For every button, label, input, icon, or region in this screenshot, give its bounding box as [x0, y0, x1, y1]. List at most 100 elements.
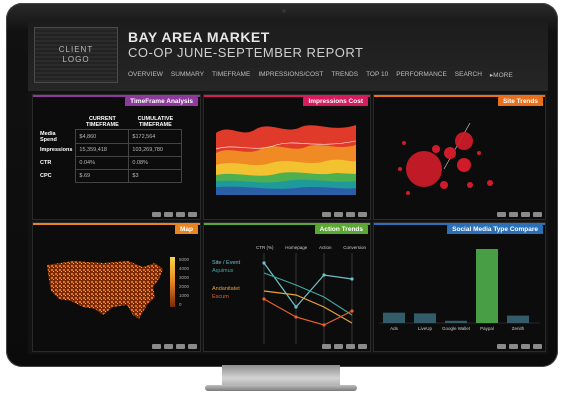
- view-toggle-button[interactable]: [497, 344, 506, 349]
- panel-title: Action Trends: [314, 225, 368, 234]
- chart-toggle-button[interactable]: [164, 212, 173, 217]
- scale-tick: 3000: [179, 275, 190, 280]
- view-toggle-button[interactable]: [322, 212, 331, 217]
- chart-toggle-button[interactable]: [509, 212, 518, 217]
- series-label: Andanitatet: [212, 286, 240, 292]
- panel-accent: [204, 95, 370, 97]
- col-header-cumulative: CUMULATIVE TIMEFRAME: [137, 116, 174, 128]
- view-toggle-button[interactable]: [152, 344, 161, 349]
- list-toggle-button[interactable]: [533, 212, 542, 217]
- cell-cumulative: 0.08%: [128, 156, 183, 170]
- panel-controls: [319, 344, 367, 349]
- view-toggle-button[interactable]: [497, 212, 506, 217]
- scale-tick: 1000: [179, 293, 190, 298]
- bar-ads[interactable]: [383, 312, 405, 323]
- main-nav: OVERVIEW SUMMARY TIMEFRAME IMPRESSIONS/C…: [128, 71, 521, 79]
- bar-zenith[interactable]: [507, 315, 529, 323]
- panel-controls: [149, 212, 197, 217]
- panel-title: TimeFrame Analysis: [125, 97, 198, 106]
- bubble: [444, 147, 456, 159]
- view-toggle-button[interactable]: [322, 344, 331, 349]
- cell-current: $4,860: [75, 129, 130, 144]
- bubble: [398, 167, 402, 171]
- panel-title: Social Media Type Compare: [447, 225, 543, 234]
- bar-label: Ads: [390, 326, 399, 331]
- bubble-chart: [398, 122, 493, 195]
- impressions-cost-panel: Impressions Cost: [203, 94, 371, 220]
- timeframe-panel: TimeFrame Analysis CURRENT TIMEFRAME CUM…: [32, 94, 201, 220]
- nav-trends[interactable]: TRENDS: [331, 71, 359, 78]
- list-toggle-button[interactable]: [188, 212, 197, 217]
- social-bar-chart: Ads LiveUp Google Wallet Paypal Zenith: [379, 249, 540, 331]
- map-panel: Map 5000 4000 3000 2000 1000 0: [32, 222, 201, 352]
- grid-toggle-button[interactable]: [521, 344, 530, 349]
- cell-cumulative: $172,564: [128, 129, 183, 144]
- webcam: [282, 9, 286, 13]
- series-label: Aquimus: [212, 268, 234, 274]
- bubble: [402, 141, 406, 145]
- nav-summary[interactable]: SUMMARY: [170, 71, 205, 78]
- row-label: Media Spend: [40, 130, 57, 143]
- chart-toggle-button[interactable]: [334, 344, 343, 349]
- trend-point: [262, 297, 266, 301]
- cell-cumulative: $3: [128, 169, 183, 183]
- column-header: Homepage: [285, 245, 308, 250]
- chart-toggle-button[interactable]: [164, 344, 173, 349]
- bubble: [432, 145, 440, 153]
- cell-current: 15,359,418: [75, 143, 130, 157]
- report-header: CLIENT LOGO BAY AREA MARKET CO-OP JUNE-S…: [28, 21, 548, 91]
- table-row: CTR 0.04% 0.08%: [37, 156, 183, 170]
- client-logo[interactable]: CLIENT LOGO: [34, 27, 118, 83]
- grid-toggle-button[interactable]: [346, 344, 355, 349]
- col-header-current: CURRENT TIMEFRAME: [86, 116, 119, 128]
- bar-label: LiveUp: [418, 326, 433, 331]
- bar-google-wallet[interactable]: [445, 320, 467, 323]
- table-row: CPC $.69 $3: [37, 169, 183, 183]
- list-toggle-button[interactable]: [358, 212, 367, 217]
- parallel-coordinates-chart: [262, 253, 354, 344]
- scale-tick: 2000: [179, 284, 190, 289]
- trend-line-escum: [263, 298, 353, 326]
- trend-point: [294, 315, 298, 319]
- series-label: Escum: [212, 294, 229, 300]
- action-trends-panel: Action Trends CTR (%) Homepage Action Co…: [203, 222, 371, 352]
- bar-label: Zenith: [512, 326, 525, 331]
- grid-toggle-button[interactable]: [346, 212, 355, 217]
- nav-top-10[interactable]: TOP 10: [366, 71, 389, 78]
- nav-performance[interactable]: PERFORMANCE: [396, 71, 447, 78]
- bubble: [406, 191, 410, 195]
- stream-line: [216, 140, 356, 150]
- panel-controls: [319, 212, 367, 217]
- nav-more[interactable]: ▸MORE: [489, 72, 513, 79]
- trend-point: [350, 277, 354, 281]
- scale-tick: 5000: [179, 257, 190, 262]
- nav-impressions-cost[interactable]: IMPRESSIONS/COST: [258, 71, 324, 78]
- list-toggle-button[interactable]: [533, 344, 542, 349]
- site-trends-panel: Site Trends: [373, 94, 546, 220]
- bubble: [440, 181, 448, 189]
- report-title: BAY AREA MARKET: [128, 29, 270, 45]
- usa-heat-map: [47, 261, 163, 319]
- grid-toggle-button[interactable]: [521, 212, 530, 217]
- bubble: [406, 151, 442, 187]
- bar-liveup[interactable]: [414, 313, 436, 323]
- chart-toggle-button[interactable]: [334, 212, 343, 217]
- social-media-panel: Social Media Type Compare Ads LiveUp Googl…: [373, 222, 546, 352]
- view-toggle-button[interactable]: [152, 212, 161, 217]
- bar-label: Paypal: [480, 326, 494, 331]
- nav-overview[interactable]: OVERVIEW: [128, 71, 163, 78]
- grid-toggle-button[interactable]: [176, 212, 185, 217]
- list-toggle-button[interactable]: [358, 344, 367, 349]
- chart-toggle-button[interactable]: [509, 344, 518, 349]
- nav-search[interactable]: SEARCH: [454, 71, 482, 78]
- nav-timeframe[interactable]: TIMEFRAME: [212, 71, 251, 78]
- dashboard-screen: CLIENT LOGO BAY AREA MARKET CO-OP JUNE-S…: [28, 21, 548, 354]
- list-toggle-button[interactable]: [188, 344, 197, 349]
- monitor-base: [205, 385, 357, 391]
- grid-toggle-button[interactable]: [176, 344, 185, 349]
- bubble: [455, 132, 473, 150]
- bar-paypal[interactable]: [476, 249, 498, 323]
- column-header: Conversion: [343, 245, 366, 250]
- trend-point: [262, 261, 266, 265]
- bubble: [457, 158, 471, 172]
